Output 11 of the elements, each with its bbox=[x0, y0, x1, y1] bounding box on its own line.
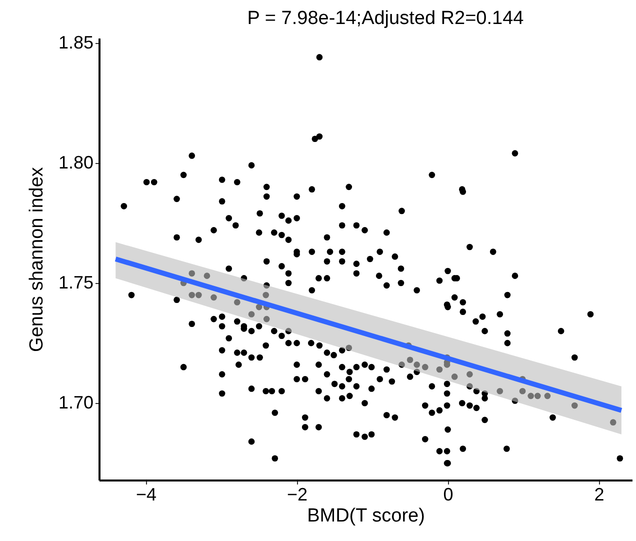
x-tick-label: −2 bbox=[287, 484, 308, 504]
x-tick-label: 2 bbox=[594, 484, 604, 504]
y-tick-label: 1.85 bbox=[58, 32, 94, 52]
y-tick-label: 1.75 bbox=[58, 272, 94, 293]
y-axis-title: Genus shannon index bbox=[26, 166, 48, 352]
x-tick-label: −4 bbox=[136, 484, 157, 504]
y-tick-label: 1.70 bbox=[58, 392, 94, 413]
chart-title: P = 7.98e-14;Adjusted R2=0.144 bbox=[247, 8, 524, 29]
x-tick-label: 0 bbox=[443, 484, 454, 504]
y-tick-label: 1.80 bbox=[58, 152, 94, 172]
x-axis-title: BMD(T score) bbox=[307, 506, 425, 526]
